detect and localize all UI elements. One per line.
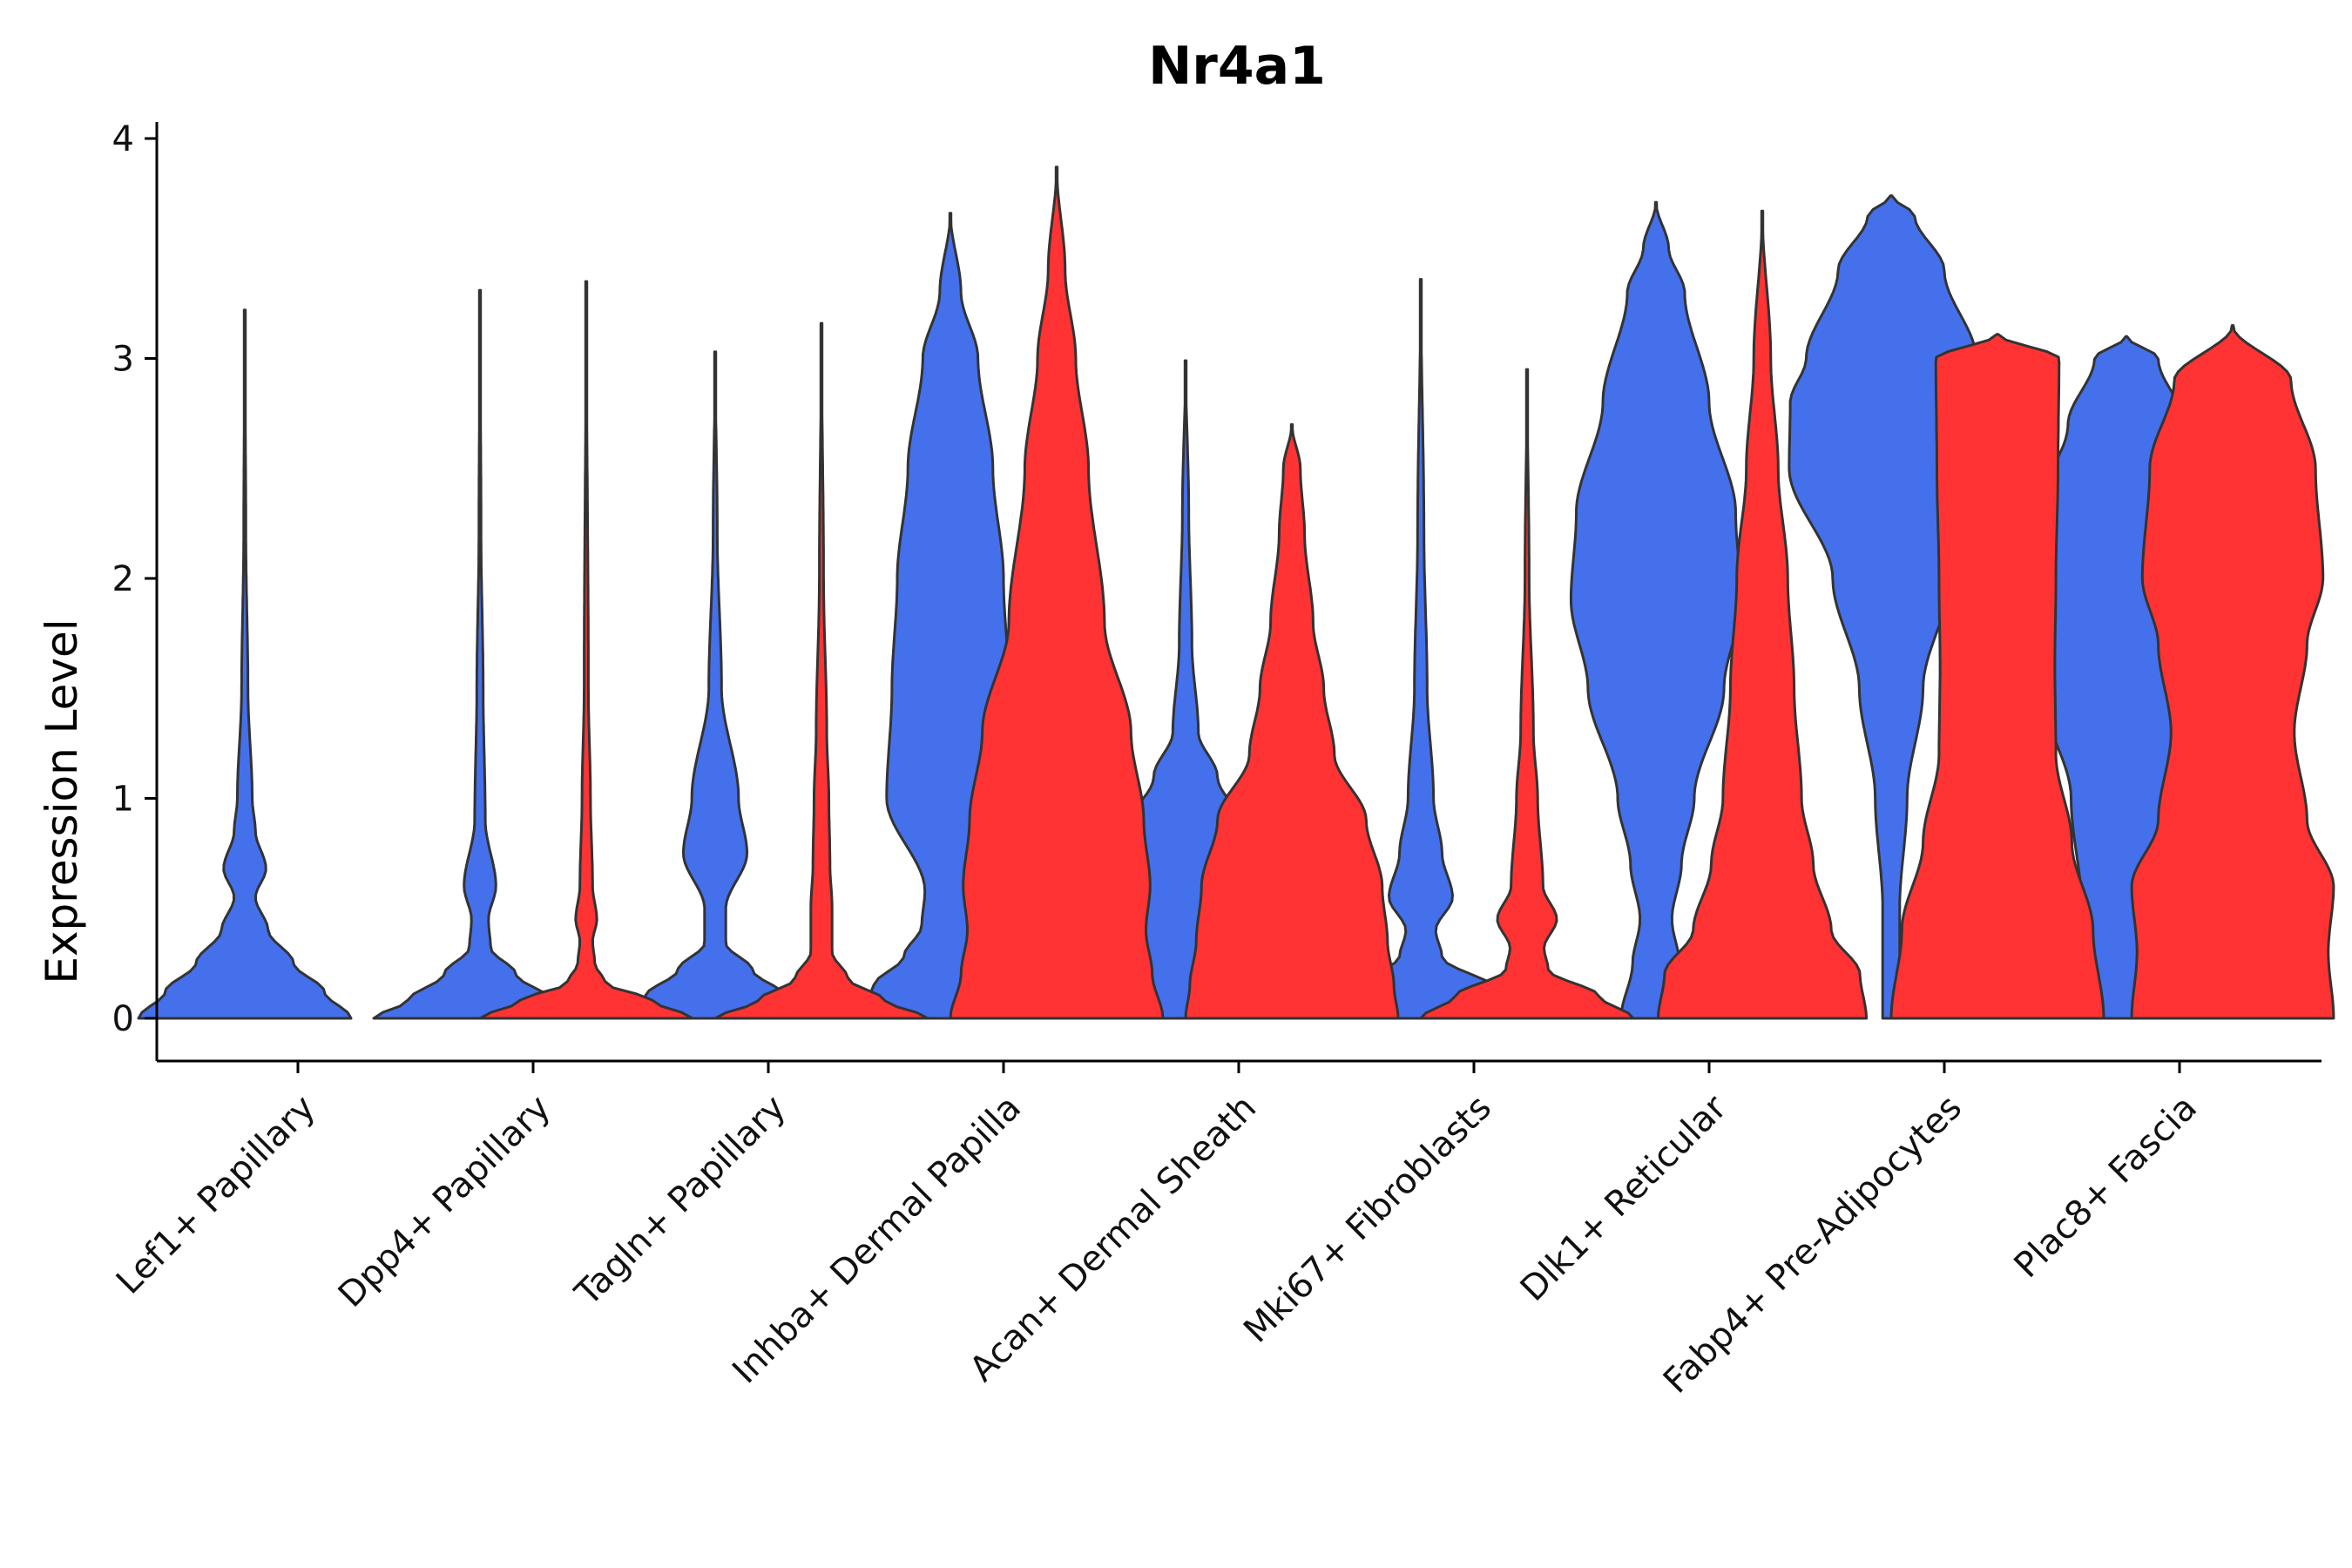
violin-dlk1-reticular-group-2: [1656, 209, 1869, 1020]
y-axis-label: Expression Level: [37, 618, 87, 983]
violin-dpp4-papillary-group-1: [372, 288, 588, 1020]
x-tick-label-dlk1-reticular: Dlk1+ Reticular: [1513, 1087, 1735, 1309]
violin-plac8-fascia-group-2: [2130, 324, 2335, 1020]
y-tick-label: 1: [112, 780, 134, 820]
violin-fabp4-pre-adipocytes-group-2: [1889, 333, 2105, 1020]
y-tick-label: 2: [112, 559, 134, 599]
violin-inhba-dermal-papilla-group-2: [949, 166, 1165, 1020]
x-tick-label-dpp4-papillary: Dpp4+ Papillary: [331, 1088, 558, 1315]
violin-dpp4-papillary-group-2: [478, 280, 694, 1020]
x-axis: Lef1+ Papillary Dpp4+ Papillary Tagln+ Pap…: [109, 1059, 2322, 1402]
y-tick-label: 3: [112, 340, 134, 380]
violin-lef1-papillary-group-1: [137, 308, 353, 1020]
violin-layer: [137, 166, 2335, 1020]
y-tick-label: 4: [112, 119, 134, 159]
violin-acan-dermal-sheath-group-2: [1184, 422, 1400, 1020]
x-tick-label-lef1-papillary: Lef1+ Papillary: [109, 1088, 323, 1302]
y-axis: 0 1 2 3 4: [112, 119, 159, 1061]
violin-tagln-papillary-group-2: [713, 321, 929, 1020]
y-tick-label: 0: [112, 999, 134, 1039]
chart-title: Nr4a1: [1148, 36, 1326, 97]
x-tick-label-tagln-papillary: Tagln+ Papillary: [567, 1088, 794, 1315]
violin-mki67-fibroblasts-group-1: [1313, 278, 1529, 1020]
violin-mki67-fibroblasts-group-2: [1419, 368, 1635, 1020]
violin-tagln-papillary-group-1: [607, 350, 823, 1020]
x-tick-label-mki67-fibroblasts: Mki67+ Fibroblasts: [1236, 1088, 1499, 1351]
violin-dlk1-reticular-group-1: [1569, 200, 1743, 1020]
x-tick-label-plac8-fascia: Plac8+ Fascia: [2007, 1088, 2206, 1287]
